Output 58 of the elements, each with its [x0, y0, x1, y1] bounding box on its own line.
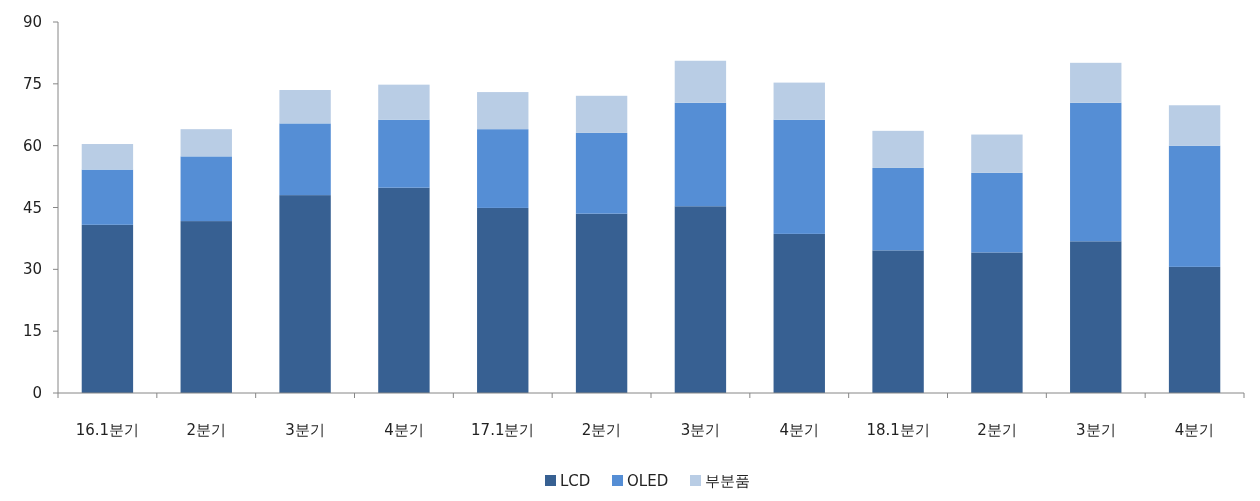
- bar: [674, 206, 727, 393]
- bar: [378, 119, 430, 188]
- y-tick-label: 75: [22, 74, 42, 93]
- x-tick-label: 2분기: [977, 421, 1017, 439]
- bar: [180, 129, 232, 157]
- legend-label: OLED: [627, 472, 669, 490]
- x-tick-label: 4분기: [1174, 421, 1215, 439]
- bar: [180, 156, 232, 222]
- y-tick-label: 0: [32, 384, 42, 402]
- x-tick-label: 18.1분기: [866, 421, 930, 439]
- legend-label: LCD: [560, 472, 591, 490]
- x-tick-label: 17.1분기: [471, 421, 535, 439]
- x-tick-label: 3분기: [285, 421, 325, 439]
- bar: [1168, 145, 1221, 267]
- y-tick-label: 30: [22, 260, 42, 279]
- x-tick-label: 4분기: [779, 421, 820, 439]
- bar: [477, 92, 529, 130]
- bar: [378, 187, 430, 393]
- bar: [773, 82, 825, 120]
- bar: [575, 213, 628, 393]
- bar: [674, 102, 727, 207]
- bar: [575, 132, 628, 214]
- bar: [81, 169, 134, 225]
- bar: [279, 90, 331, 124]
- bar: [477, 207, 529, 393]
- bar: [872, 250, 924, 393]
- bar: [674, 60, 727, 103]
- x-tick-label: 3분기: [680, 421, 721, 439]
- bar: [872, 130, 924, 168]
- bar: [378, 84, 430, 120]
- bar: [1168, 105, 1221, 146]
- y-tick-label: 45: [22, 198, 42, 217]
- bar: [81, 224, 134, 393]
- bar: [81, 144, 134, 170]
- x-tick-label: 2분기: [186, 421, 227, 439]
- bar: [1070, 102, 1122, 242]
- bar: [279, 195, 331, 393]
- bar: [773, 233, 825, 393]
- bar: [971, 134, 1023, 173]
- bar: [477, 129, 529, 208]
- bar: [971, 172, 1023, 253]
- bar: [180, 221, 232, 393]
- bar: [773, 119, 825, 234]
- legend-label: 부분품: [705, 472, 750, 490]
- x-tick-label: 3분기: [1075, 421, 1116, 439]
- bar: [575, 95, 628, 133]
- x-tick-label: 4분기: [384, 421, 424, 439]
- bar: [1070, 241, 1122, 393]
- bar: [1070, 62, 1122, 103]
- y-tick-label: 90: [22, 13, 42, 31]
- x-tick-label: 16.1분기: [75, 421, 140, 439]
- x-tick-label: 2분기: [581, 421, 622, 439]
- bar: [872, 167, 924, 251]
- bar: [1168, 266, 1221, 393]
- bar: [971, 252, 1023, 393]
- y-tick-label: 60: [22, 136, 42, 155]
- bar: [279, 123, 331, 196]
- y-tick-label: 15: [22, 322, 42, 341]
